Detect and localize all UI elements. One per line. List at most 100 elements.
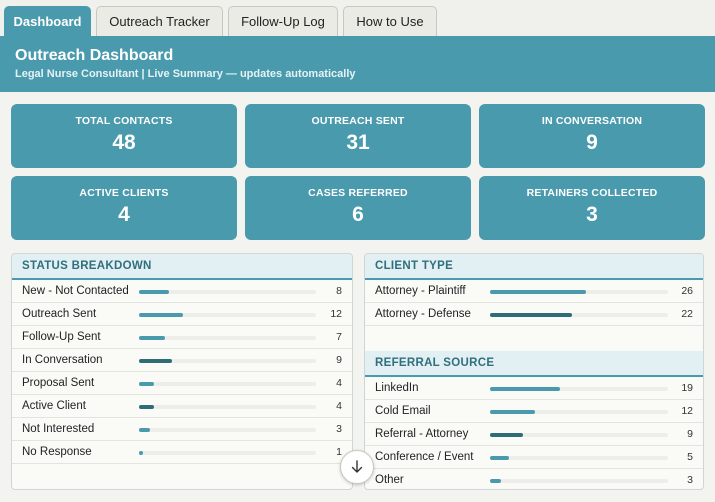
row-label: Other [375,474,404,486]
bar-track [490,479,668,483]
kpi-value: 4 [118,203,130,226]
row-count: 1 [336,446,342,458]
tab-dashboard[interactable]: Dashboard [4,6,91,36]
bar-track [490,456,668,460]
tab-bar: Dashboard Outreach Tracker Follow-Up Log… [0,0,715,36]
bar-fill [139,313,184,317]
tab-follow-up-log[interactable]: Follow-Up Log [228,6,338,36]
bar-track [490,387,668,391]
bar-track [139,382,316,386]
bar-track [490,410,668,414]
row-label: No Response [22,446,92,458]
kpi-value: 31 [346,131,370,154]
row-label: Attorney - Plaintiff [375,285,466,297]
kpi-label: CASES REFERRED [308,187,408,199]
list-item: Attorney - Plaintiff 26 [365,280,703,303]
row-count: 3 [336,423,342,435]
page-title: Outreach Dashboard [15,47,174,64]
list-item: LinkedIn 19 [365,377,703,400]
client-type-title: CLIENT TYPE [365,254,703,280]
row-label: Active Client [22,400,86,412]
bar-fill [139,290,169,294]
kpi-retainers-collected: RETAINERS COLLECTED 3 [479,176,705,240]
list-item: Conference / Event 5 [365,446,703,469]
bar-fill [490,456,509,460]
tab-how-to-use[interactable]: How to Use [343,6,437,36]
bar-track [139,313,316,317]
row-count: 4 [336,377,342,389]
row-count: 4 [336,400,342,412]
list-item: In Conversation 9 [12,349,352,372]
kpi-cases-referred: CASES REFERRED 6 [245,176,471,240]
referral-source-title: REFERRAL SOURCE [365,351,703,377]
bar-fill [490,313,572,317]
bar-track [490,290,668,294]
bar-track [139,290,316,294]
row-label: New - Not Contacted [22,285,129,297]
row-count: 9 [687,428,693,440]
row-count: 12 [681,405,693,417]
bar-fill [139,428,151,432]
bar-fill [490,479,502,483]
row-count: 22 [681,308,693,320]
section-spacer [365,326,703,351]
bar-fill [490,290,587,294]
bar-track [139,336,316,340]
status-breakdown-list: New - Not Contacted 8 Outreach Sent 12 Follo… [12,280,352,464]
list-item: Follow-Up Sent 7 [12,326,352,349]
list-item: Cold Email 12 [365,400,703,423]
kpi-value: 3 [586,203,598,226]
bar-fill [490,387,561,391]
list-item: Proposal Sent 4 [12,372,352,395]
bar-fill [490,433,524,437]
kpi-label: OUTREACH SENT [311,115,405,127]
client-type-list: Attorney - Plaintiff 26 Attorney - Defense… [365,280,703,326]
kpi-total-contacts: TOTAL CONTACTS 48 [11,104,237,168]
bar-fill [490,410,535,414]
row-count: 9 [336,354,342,366]
list-item: New - Not Contacted 8 [12,280,352,303]
row-label: Outreach Sent [22,308,97,320]
bar-fill [139,382,154,386]
row-label: Not Interested [22,423,95,435]
bar-fill [139,336,165,340]
row-count: 8 [336,285,342,297]
kpi-in-conversation: IN CONVERSATION 9 [479,104,705,168]
row-label: Conference / Event [375,451,474,463]
bar-fill [139,451,143,455]
row-count: 26 [681,285,693,297]
status-breakdown-title: STATUS BREAKDOWN [12,254,352,280]
row-label: Referral - Attorney [375,428,469,440]
row-label: Attorney - Defense [375,308,471,320]
list-item: Not Interested 3 [12,418,352,441]
page-subtitle: Legal Nurse Consultant | Live Summary — … [15,68,356,80]
status-breakdown-panel: STATUS BREAKDOWN New - Not Contacted 8 Out… [11,253,353,490]
bar-track [139,359,316,363]
kpi-label: ACTIVE CLIENTS [79,187,169,199]
kpi-label: RETAINERS COLLECTED [526,187,658,199]
row-count: 5 [687,451,693,463]
bar-track [139,451,316,455]
list-item: Outreach Sent 12 [12,303,352,326]
list-item: Other 3 [365,469,703,489]
kpi-value: 48 [112,131,136,154]
list-item: No Response 1 [12,441,352,464]
kpi-active-clients: ACTIVE CLIENTS 4 [11,176,237,240]
bar-fill [139,405,154,409]
row-label: LinkedIn [375,382,419,394]
row-label: In Conversation [22,354,103,366]
client-referral-panel: CLIENT TYPE Attorney - Plaintiff 26 Attorn… [364,253,704,490]
row-count: 19 [681,382,693,394]
scroll-down-button[interactable] [340,450,374,484]
kpi-value: 9 [586,131,598,154]
list-item: Attorney - Defense 22 [365,303,703,326]
kpi-label: TOTAL CONTACTS [75,115,173,127]
list-item: Active Client 4 [12,395,352,418]
kpi-label: IN CONVERSATION [541,115,643,127]
row-count: 3 [687,474,693,486]
tab-outreach-tracker[interactable]: Outreach Tracker [96,6,223,36]
row-label: Cold Email [375,405,431,417]
bar-track [490,433,668,437]
dashboard-header: Outreach Dashboard Legal Nurse Consultan… [0,36,715,92]
arrow-down-icon [351,460,363,473]
